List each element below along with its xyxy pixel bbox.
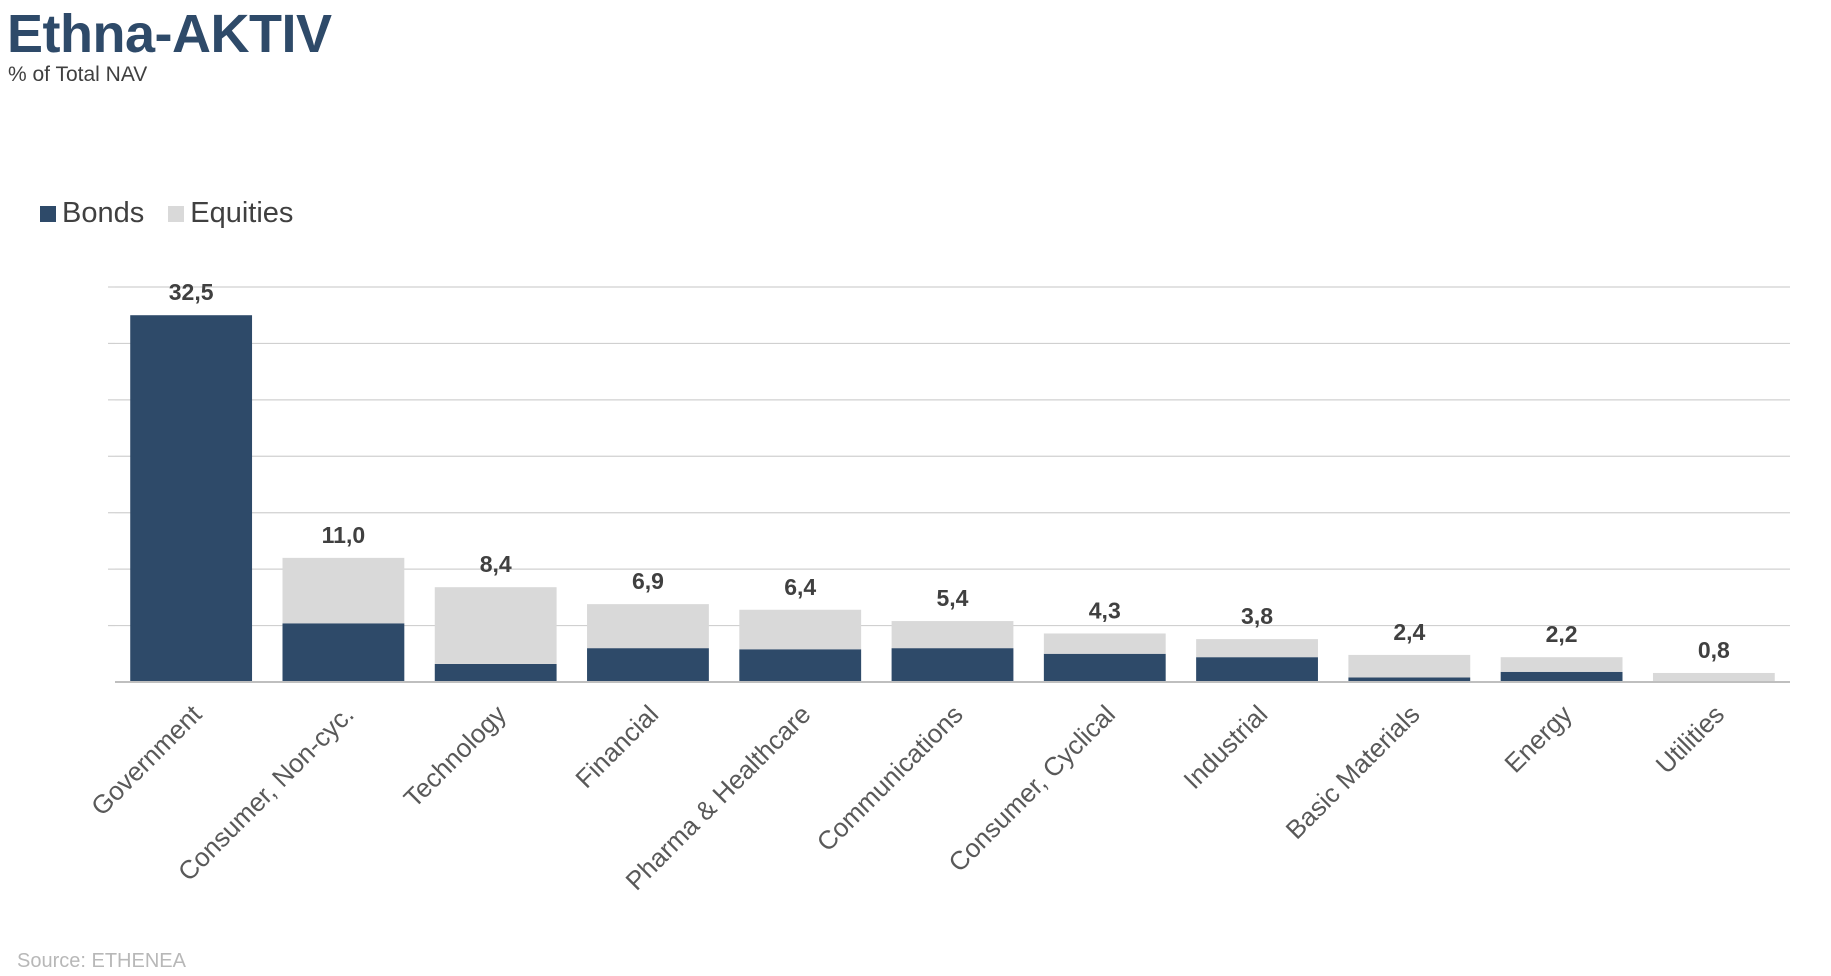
- data-label: 3,8: [1241, 603, 1273, 629]
- bar-equities: [587, 604, 709, 649]
- data-label: 11,0: [322, 522, 366, 548]
- chart-subtitle: % of Total NAV: [8, 63, 148, 86]
- bar-bonds: [1500, 671, 1623, 682]
- bar-equities: [1196, 639, 1318, 658]
- category-label: Industrial: [1177, 699, 1273, 795]
- bar-bonds: [1196, 657, 1318, 682]
- category-label: Communications: [811, 699, 969, 857]
- bar-bonds: [434, 663, 557, 682]
- bar-equities: [1043, 633, 1166, 654]
- bar-bonds: [1043, 653, 1166, 682]
- bar-bonds: [891, 648, 1014, 682]
- source-note: Source: ETHENEA: [17, 950, 186, 972]
- category-label: Energy: [1498, 699, 1577, 778]
- bar-equities: [282, 557, 405, 624]
- legend-item-bonds: Bonds: [40, 197, 144, 230]
- data-label: 4,3: [1089, 597, 1121, 623]
- bar-equities: [1348, 654, 1471, 678]
- data-label: 2,4: [1393, 619, 1425, 645]
- category-label: Financial: [569, 699, 664, 794]
- legend-item-equities: Equities: [168, 197, 293, 230]
- legend-swatch-equities: [168, 205, 185, 222]
- data-label: 8,4: [480, 551, 512, 577]
- legend-label-bonds: Bonds: [62, 197, 145, 229]
- bar-equities: [1652, 672, 1775, 682]
- data-label: 5,4: [937, 585, 969, 611]
- legend-label-equities: Equities: [190, 197, 294, 229]
- data-label: 6,4: [784, 574, 816, 600]
- category-label: Technology: [398, 699, 512, 813]
- category-label: Government: [85, 698, 208, 821]
- chart-title: Ethna-AKTIV: [7, 4, 332, 64]
- bar-bonds: [1348, 677, 1471, 682]
- bar-equities: [891, 621, 1014, 649]
- legend-swatch-bonds: [40, 205, 56, 222]
- bar-bonds: [587, 648, 709, 682]
- data-label: 0,8: [1698, 637, 1730, 663]
- bar-equities: [739, 609, 862, 650]
- bar-equities: [1500, 657, 1623, 672]
- bar-bonds: [739, 649, 862, 682]
- category-label: Basic Materials: [1280, 699, 1426, 845]
- bar-equities: [434, 587, 557, 664]
- data-label: 6,9: [632, 568, 664, 594]
- legend: Bonds Equities: [40, 197, 317, 230]
- category-label: Consumer, Cyclical: [942, 699, 1121, 878]
- category-label: Utilities: [1650, 699, 1730, 779]
- bar-bonds: [130, 315, 253, 682]
- bar-bonds: [282, 623, 405, 682]
- data-label: 2,2: [1546, 621, 1578, 647]
- data-label: 32,5: [169, 279, 214, 305]
